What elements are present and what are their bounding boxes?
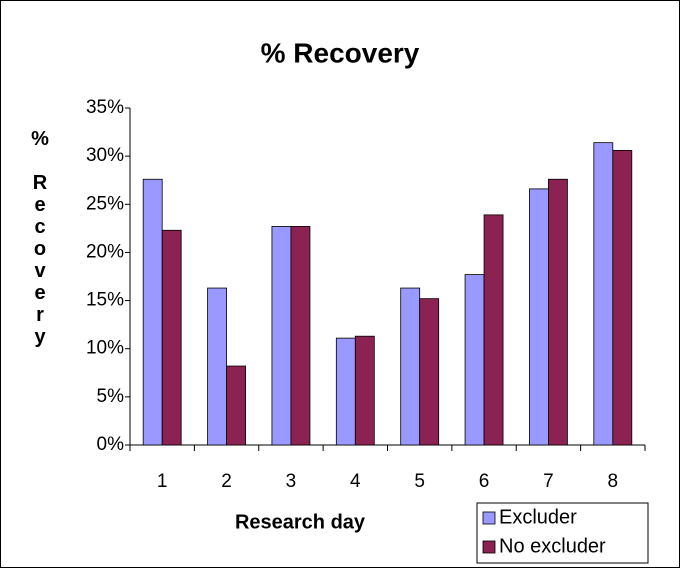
bar (464, 274, 485, 446)
x-tick-label: 8 (608, 471, 619, 492)
bar (271, 226, 292, 446)
legend-swatch (482, 540, 496, 554)
chart-title: % Recovery (261, 37, 420, 68)
y-axis-label: % Recovery (29, 128, 51, 348)
y-tick-label: 0% (97, 434, 125, 455)
bar (419, 298, 440, 446)
legend-label: Excluder (499, 506, 577, 528)
bar (483, 214, 504, 446)
bar (290, 226, 311, 446)
x-tick-label: 6 (479, 471, 490, 492)
bar (226, 365, 246, 446)
legend-swatch (482, 511, 496, 525)
x-tick-label: 1 (157, 471, 168, 492)
bar (529, 188, 549, 446)
bar (400, 287, 421, 446)
x-tick-label: 3 (286, 471, 297, 492)
bar (548, 178, 568, 446)
y-tick-label: 10% (86, 338, 124, 359)
bar (593, 142, 614, 446)
bar (612, 149, 633, 446)
y-tick-label: 5% (97, 386, 125, 407)
legend-label: No excluder (499, 535, 606, 557)
bar (207, 287, 227, 446)
y-tick-label: 30% (86, 145, 124, 166)
y-tick-label: 35% (86, 97, 124, 118)
y-tick-label: 15% (86, 290, 124, 311)
x-tick-label: 2 (221, 471, 232, 492)
bar (335, 337, 356, 446)
x-tick-label: 7 (543, 471, 554, 492)
y-tick-label: 20% (86, 241, 124, 262)
legend-box (476, 502, 649, 564)
x-tick-label: 4 (350, 471, 361, 492)
bar (161, 229, 182, 446)
bar (142, 178, 163, 446)
x-tick-label: 5 (414, 471, 425, 492)
x-axis-label: Research day (235, 511, 366, 533)
y-tick-label: 25% (86, 193, 124, 214)
bar (354, 335, 375, 446)
